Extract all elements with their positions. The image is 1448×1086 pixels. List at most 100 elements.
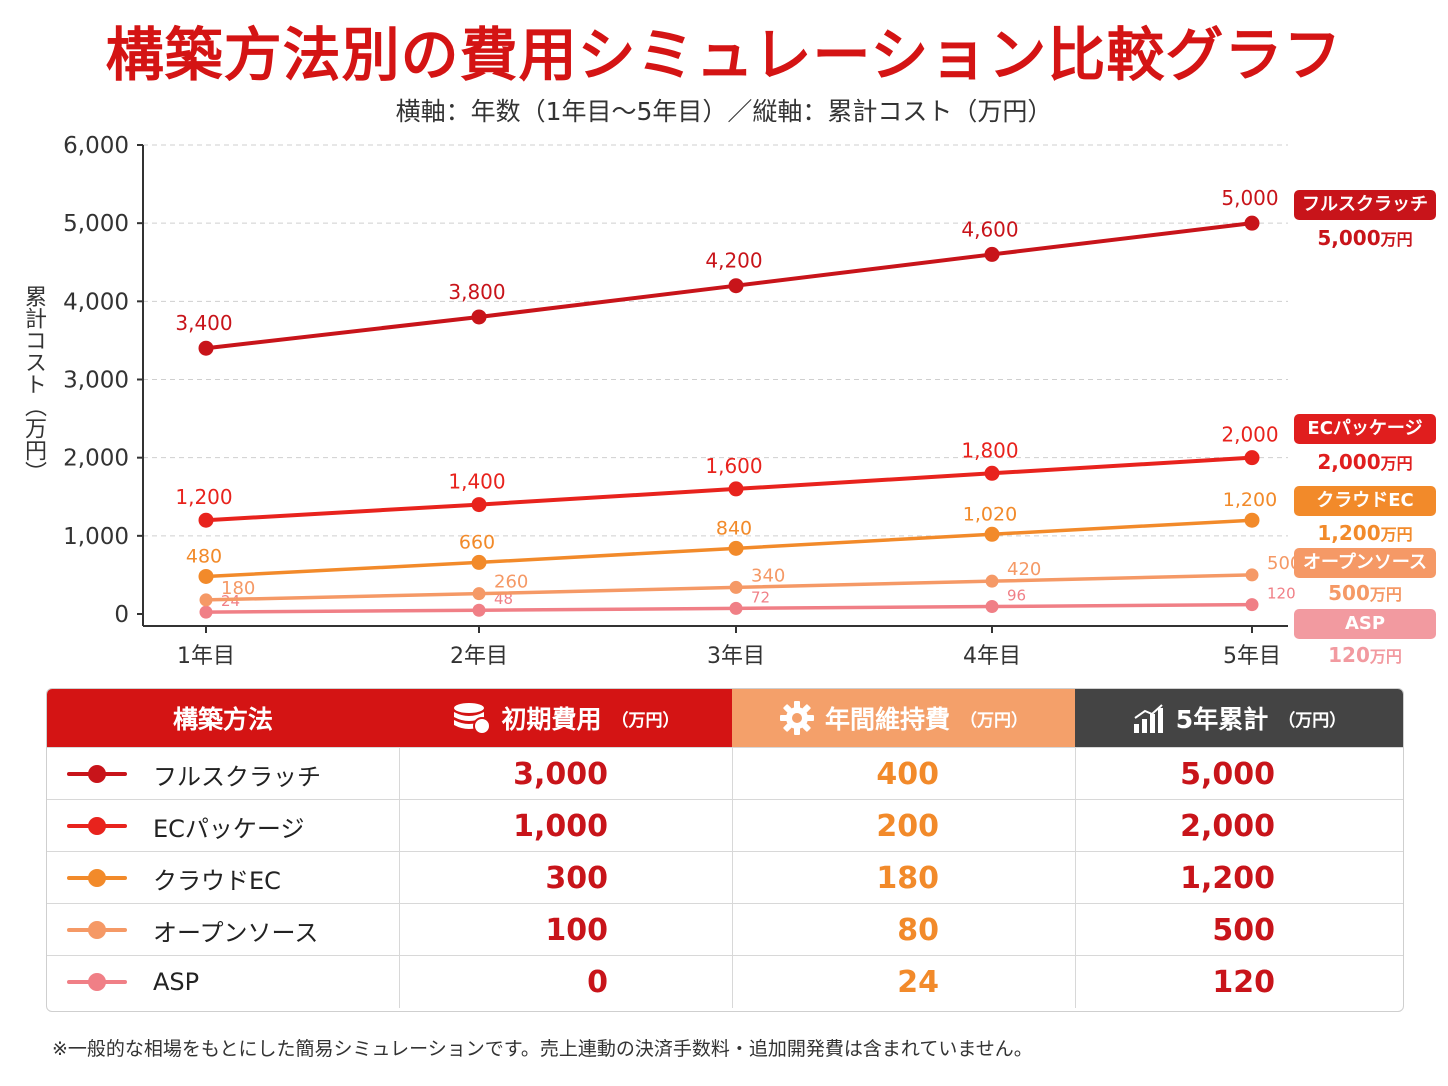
- legend-swatch-cloudec: [67, 868, 127, 888]
- data-point: [985, 599, 999, 613]
- end-unit: 万円: [1369, 585, 1402, 604]
- header-annual-unit: （万円）: [960, 710, 1028, 731]
- row-annual: 400: [732, 748, 1075, 800]
- data-point: [1245, 598, 1259, 612]
- y-tick-label: 5,000: [63, 211, 129, 237]
- data-point: [471, 497, 487, 513]
- data-label: 1,200: [1223, 489, 1277, 511]
- legend-swatch-opensource: [67, 920, 127, 940]
- row-total: 500: [1075, 904, 1403, 956]
- data-point: [198, 568, 214, 584]
- legend-swatch-fullscratch: [67, 764, 127, 784]
- end-value: 5,000: [1317, 226, 1381, 250]
- x-tick-label: 4年目: [963, 644, 1021, 669]
- end-unit: 万円: [1380, 525, 1413, 544]
- row-initial: 0: [399, 956, 732, 1008]
- y-tick-label: 3,000: [63, 368, 129, 394]
- data-point: [729, 601, 743, 615]
- data-label: 3,800: [448, 280, 505, 304]
- table-row: クラウドEC 300 180 1,200: [47, 851, 1403, 904]
- data-label: 660: [459, 531, 495, 553]
- row-total: 2,000: [1075, 800, 1403, 852]
- table-row: ASP 0 24 120: [47, 955, 1403, 1008]
- end-value-fullscratch: 5,000万円: [1294, 226, 1436, 250]
- data-label: 340: [751, 565, 785, 586]
- data-label: 420: [1007, 559, 1041, 580]
- header-initial: 初期費用 （万円）: [399, 689, 732, 747]
- end-badge-name: クラウドEC: [1316, 490, 1414, 511]
- row-method: オープンソース: [47, 904, 399, 956]
- row-method: ECパッケージ: [47, 800, 399, 852]
- data-label: 120: [1267, 585, 1296, 603]
- row-total: 120: [1075, 956, 1403, 1008]
- end-value-ecpackage: 2,000万円: [1294, 450, 1436, 474]
- table-row: フルスクラッチ 3,000 400 5,000: [47, 747, 1403, 800]
- data-label: 260: [494, 572, 528, 593]
- y-tick-label: 2,000: [63, 446, 129, 472]
- header-initial-unit: （万円）: [611, 710, 680, 731]
- line-chart: 0 1,000 2,000 3,000 4,000 5,000 6,000 1年目 2年目 3年目…: [63, 133, 1301, 669]
- row-method-label: ASP: [153, 968, 200, 996]
- data-label: 3,400: [175, 311, 232, 335]
- cost-table: 構築方法 初期費用 （万円）: [46, 688, 1404, 1012]
- end-badge-name: ECパッケージ: [1307, 418, 1423, 439]
- data-point: [1244, 450, 1260, 466]
- data-point: [984, 526, 1000, 542]
- end-unit: 万円: [1380, 454, 1413, 473]
- chart-subtitle: 横軸：年数（1年目〜5年目）／縦軸：累計コスト（万円）: [395, 97, 1053, 126]
- data-label: 1,600: [705, 454, 762, 478]
- data-label: 1,200: [175, 485, 232, 509]
- row-method: クラウドEC: [47, 852, 399, 904]
- data-point: [984, 465, 1000, 481]
- end-unit: 万円: [1369, 647, 1402, 666]
- gear-icon: [779, 701, 814, 735]
- row-annual: 24: [732, 956, 1075, 1008]
- y-tick-label: 6,000: [63, 133, 129, 159]
- data-label: 1,400: [448, 470, 505, 494]
- data-point: [1244, 215, 1260, 231]
- data-point: [985, 574, 999, 588]
- legend-swatch-asp: [67, 972, 127, 992]
- data-point: [198, 512, 214, 528]
- row-method-label: オープンソース: [153, 918, 319, 947]
- end-value-cloudec: 1,200万円: [1294, 521, 1436, 545]
- end-badge-name: フルスクラッチ: [1302, 194, 1428, 215]
- header-method-label: 構築方法: [172, 705, 273, 734]
- x-tick-label: 5年目: [1223, 644, 1281, 669]
- data-label: 500: [1267, 553, 1301, 574]
- y-tick-label: 0: [114, 602, 129, 628]
- data-point: [471, 554, 487, 570]
- data-point: [728, 481, 744, 497]
- data-point: [198, 340, 214, 356]
- row-initial: 3,000: [399, 748, 732, 800]
- data-point: [984, 246, 1000, 262]
- data-point: [199, 593, 213, 607]
- data-label: 4,600: [961, 217, 1018, 241]
- end-badge-fullscratch: フルスクラッチ: [1294, 190, 1436, 220]
- row-method-label: クラウドEC: [153, 866, 281, 895]
- chart-title: 構築方法別の費用シミュレーション比較グラフ: [105, 21, 1343, 89]
- row-initial: 300: [399, 852, 732, 904]
- x-tick-label: 1年目: [177, 644, 235, 669]
- series-line: [204, 602, 1254, 614]
- row-annual: 80: [732, 904, 1075, 956]
- header-total: 5年累計 （万円）: [1075, 689, 1403, 747]
- data-point: [472, 587, 486, 601]
- row-annual: 200: [732, 800, 1075, 852]
- data-label: 96: [1007, 586, 1026, 604]
- row-initial: 100: [399, 904, 732, 956]
- row-initial: 1,000: [399, 800, 732, 852]
- end-badge-name: ASP: [1344, 613, 1386, 634]
- series-line: [204, 573, 1254, 602]
- table-row: ECパッケージ 1,000 200 2,000: [47, 799, 1403, 852]
- data-label: 1,800: [961, 438, 1018, 462]
- data-point: [728, 278, 744, 294]
- y-axis-label: 累計コスト（万円）: [21, 285, 46, 483]
- row-total: 5,000: [1075, 748, 1403, 800]
- end-unit: 万円: [1380, 230, 1413, 249]
- data-label: 4,200: [705, 249, 762, 273]
- row-annual: 180: [732, 852, 1075, 904]
- row-total: 1,200: [1075, 852, 1403, 904]
- legend-swatch-ecpackage: [67, 816, 127, 836]
- end-badge-opensource: オープンソース: [1294, 548, 1436, 578]
